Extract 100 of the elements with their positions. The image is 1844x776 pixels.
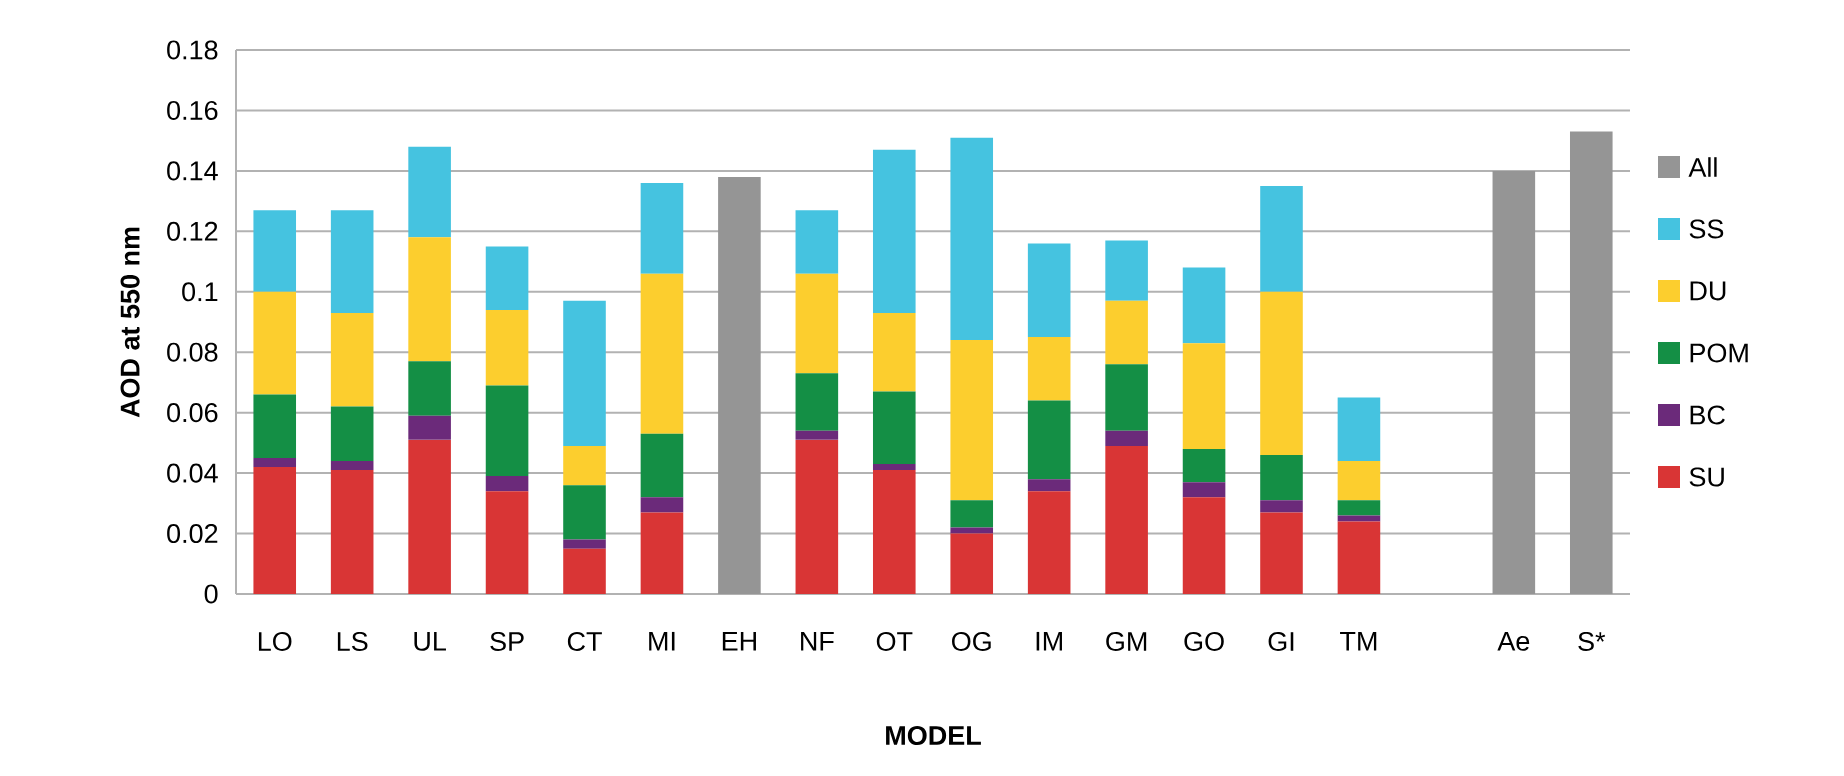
bar [795, 373, 839, 431]
bar [950, 500, 994, 528]
bar [1182, 482, 1226, 498]
bar [253, 394, 297, 458]
bar [1337, 500, 1381, 516]
bar [330, 312, 374, 407]
bar [563, 300, 606, 446]
x-tick-label: S* [1578, 631, 1606, 652]
bar [795, 439, 839, 594]
bar [563, 548, 606, 594]
bar [640, 512, 684, 594]
y-tick-label: 0 [204, 584, 218, 604]
y-axis-title: AOD at 550 nm [120, 227, 140, 418]
bar [640, 273, 684, 434]
y-tick-label: 0.18 [167, 40, 218, 60]
y-tick-label: 0.04 [167, 463, 218, 483]
x-tick-label: CT [567, 631, 602, 652]
y-tick-label: 0.1 [182, 282, 218, 302]
x-axis-title: MODEL [886, 725, 981, 746]
bar [485, 246, 529, 310]
bar [640, 497, 684, 513]
x-tick-label: LS [337, 631, 368, 652]
x-tick-label: SP [490, 631, 524, 652]
x-tick-label: GI [1268, 631, 1294, 652]
bar [1260, 512, 1303, 594]
bar [1337, 461, 1381, 501]
bar [408, 361, 451, 416]
bar [1182, 343, 1226, 449]
bar [563, 445, 606, 486]
bar [253, 291, 297, 395]
bar [408, 415, 451, 440]
bar [950, 340, 994, 501]
bar [1105, 445, 1148, 594]
bar [872, 312, 916, 392]
y-tick-label: 0.12 [167, 221, 218, 241]
legend-label: All [1688, 157, 1717, 177]
bar [1337, 397, 1381, 462]
bar [485, 476, 529, 492]
bar [1337, 521, 1381, 594]
bar [872, 464, 916, 471]
bar [1260, 454, 1303, 501]
bar [408, 146, 451, 238]
bar [330, 470, 374, 594]
x-tick-label: NF [801, 631, 834, 651]
bar [408, 237, 451, 362]
legend-label: BC [1690, 405, 1725, 425]
x-tick-label: EH [722, 631, 756, 651]
bar [1027, 337, 1071, 401]
x-tick-label: OG [952, 631, 991, 652]
y-tick-label: 0.14 [167, 161, 218, 181]
bar [640, 433, 684, 498]
bar [1569, 131, 1613, 594]
x-tick-label: Ae [1497, 631, 1530, 651]
bar [640, 182, 684, 274]
bar [1105, 300, 1148, 365]
bar [330, 210, 374, 313]
bar [563, 539, 606, 549]
bar [950, 527, 994, 534]
x-tick-label: GM [1106, 631, 1147, 652]
legend-label: SU [1689, 467, 1724, 487]
legend-label: SS [1689, 219, 1724, 239]
bar [718, 176, 761, 594]
legend-label: POM [1690, 343, 1748, 363]
bar [795, 273, 839, 374]
bar [1260, 291, 1303, 455]
bar [485, 385, 529, 477]
bar [795, 430, 839, 440]
bar [253, 467, 297, 594]
bar [1027, 491, 1071, 594]
x-tick-label: LO [258, 631, 292, 652]
bar [1260, 500, 1303, 513]
bar [1027, 479, 1071, 492]
y-tick-label: 0.02 [167, 523, 218, 544]
x-tick-label: OT [876, 631, 913, 652]
bar [872, 470, 916, 594]
bar [563, 485, 606, 540]
bar [1182, 448, 1226, 483]
bar [408, 439, 451, 594]
x-tick-label: TM [1340, 631, 1377, 651]
bar [1182, 497, 1226, 594]
bar [485, 309, 529, 386]
bar [950, 137, 994, 341]
bar [1105, 364, 1148, 431]
legend-label: DU [1690, 281, 1726, 301]
y-tick-label: 0.08 [167, 342, 218, 362]
y-tick-label: 0.16 [167, 100, 218, 120]
bar [485, 491, 529, 594]
bar [1105, 430, 1148, 446]
bar [950, 533, 994, 594]
x-tick-label: UL [414, 631, 446, 651]
bar [1182, 267, 1226, 344]
bar [872, 391, 916, 465]
bar [872, 149, 916, 313]
bar [253, 457, 297, 468]
bar [1260, 185, 1303, 292]
bar [330, 461, 374, 471]
bar [1337, 515, 1381, 522]
bar [1105, 240, 1148, 301]
bar [1492, 170, 1536, 594]
bar [330, 406, 374, 462]
